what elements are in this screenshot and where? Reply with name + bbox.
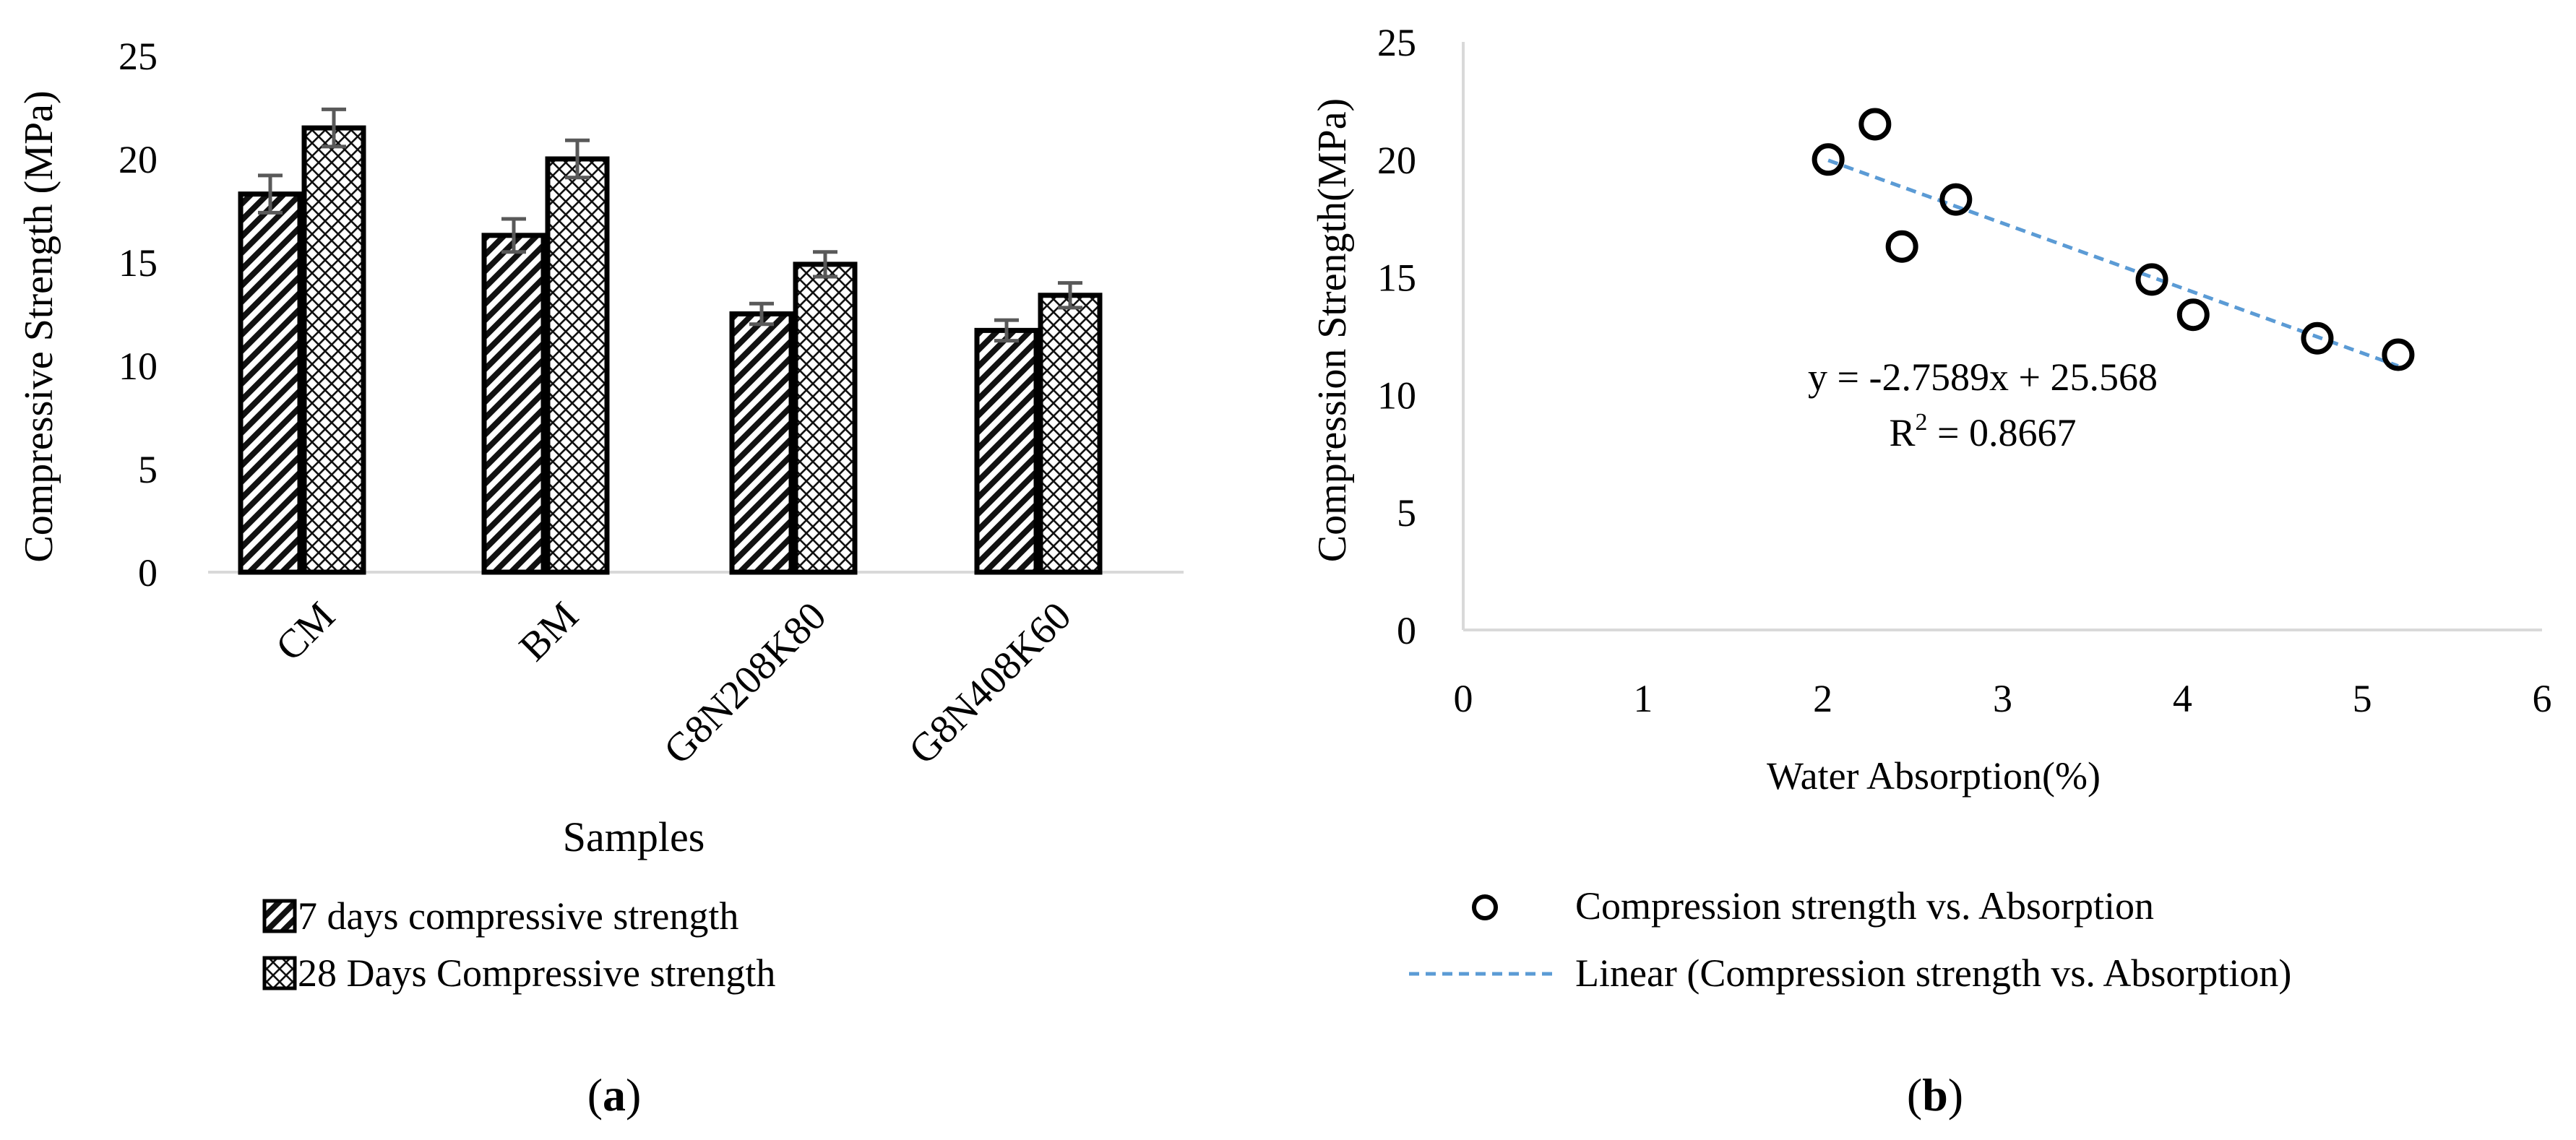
bar-g8n208k80-7-days (729, 311, 794, 575)
scatter-point-6 (2176, 298, 2210, 332)
panel-label-a: (a) (587, 1069, 642, 1120)
x-tick-label-g8n208k80: G8N208K80 (655, 594, 835, 773)
scatter-x-tick-label-0: 0 (1454, 677, 1473, 720)
y-tick-label-15: 15 (119, 241, 158, 285)
bar-chart-x-axis-title: Samples (563, 813, 705, 860)
y-tick-label-0: 0 (138, 551, 158, 595)
scatter-chart-panel: 0 5 10 15 20 25 0 1 2 3 4 5 6 y = -2.7589x + 25.568… (1310, 21, 2552, 1120)
scatter-point-7 (2301, 321, 2334, 355)
legend-label-28-days: 28 Days Compressive strength (298, 951, 775, 995)
scatter-x-tick-label-2: 2 (1813, 677, 1832, 720)
trendline (1827, 158, 2399, 368)
bar-g8n408k60-7-days (974, 327, 1039, 575)
bar-bm-28-days (545, 156, 610, 575)
x-tick-label-g8n408k60: G8N408K60 (900, 594, 1080, 773)
scatter-x-tick-label-3: 3 (1993, 677, 2012, 720)
scatter-point-3 (1885, 230, 1918, 263)
x-tick-label-bm: BM (511, 594, 587, 670)
scatter-y-tick-label-20: 20 (1377, 139, 1416, 182)
y-tick-label-20: 20 (119, 138, 158, 181)
legend-label-trendline: Linear (Compression strength vs. Absorpt… (1575, 951, 2291, 995)
bar-cm-7-days (238, 191, 303, 575)
bar-bm-7-days (481, 233, 546, 575)
scatter-y-axis-title: Compression Strength(MPa) (1310, 98, 1355, 562)
scatter-y-tick-label-15: 15 (1377, 256, 1416, 300)
y-tick-label-10: 10 (119, 345, 158, 388)
scatter-y-tick-label-0: 0 (1397, 609, 1416, 652)
panel-label-b: (b) (1907, 1069, 1963, 1120)
bar-chart-bars (238, 125, 1103, 575)
legend-marker-scatter (1472, 894, 1498, 920)
scatter-points (1812, 108, 2415, 371)
bar-chart-y-ticks: 0 5 10 15 20 25 (119, 35, 158, 595)
legend-label-scatter: Compression strength vs. Absorption (1575, 884, 2154, 928)
scatter-x-tick-label-6: 6 (2533, 677, 2552, 720)
scatter-x-tick-label-5: 5 (2353, 677, 2372, 720)
y-tick-label-5: 5 (138, 448, 158, 491)
scatter-y-ticks: 0 5 10 15 20 25 (1377, 21, 1416, 652)
scatter-point-4 (1939, 183, 1973, 216)
bar-chart-y-axis-title: Compressive Strength (MPa) (17, 90, 61, 562)
bar-chart-panel: 0 5 10 15 20 25 CM BM G8N208K80 G8N408K60 Compre… (17, 35, 1184, 1120)
scatter-x-ticks: 0 1 2 3 4 5 6 (1454, 677, 2552, 720)
scatter-x-axis-title: Water Absorption(%) (1767, 754, 2101, 798)
legend-swatch-28-days (262, 956, 297, 990)
bar-g8n408k60-28-days (1038, 293, 1103, 575)
bar-chart-x-ticks: CM BM G8N208K80 G8N408K60 (267, 594, 1080, 773)
scatter-point-2 (1858, 108, 1892, 141)
y-tick-label-25: 25 (119, 35, 158, 78)
bar-g8n208k80-28-days (793, 262, 858, 575)
r-squared-label: R2 = 0.8667 (1890, 409, 2077, 454)
scatter-x-tick-label-1: 1 (1633, 677, 1653, 720)
bar-chart-error-bars (258, 107, 1082, 343)
scatter-y-tick-label-5: 5 (1397, 491, 1416, 535)
scatter-x-tick-label-4: 4 (2173, 677, 2192, 720)
scatter-y-tick-label-25: 25 (1377, 21, 1416, 64)
scatter-point-1 (1812, 143, 1845, 176)
scatter-point-5 (2135, 263, 2168, 296)
scatter-point-8 (2382, 338, 2415, 371)
legend-label-7-days: 7 days compressive strength (298, 894, 738, 938)
bar-cm-28-days (301, 125, 366, 575)
scatter-y-tick-label-10: 10 (1377, 373, 1416, 417)
trendline-equation: y = -2.7589x + 25.568 (1808, 355, 2158, 399)
x-tick-label-cm: CM (267, 594, 343, 670)
legend-swatch-7-days (262, 899, 297, 933)
